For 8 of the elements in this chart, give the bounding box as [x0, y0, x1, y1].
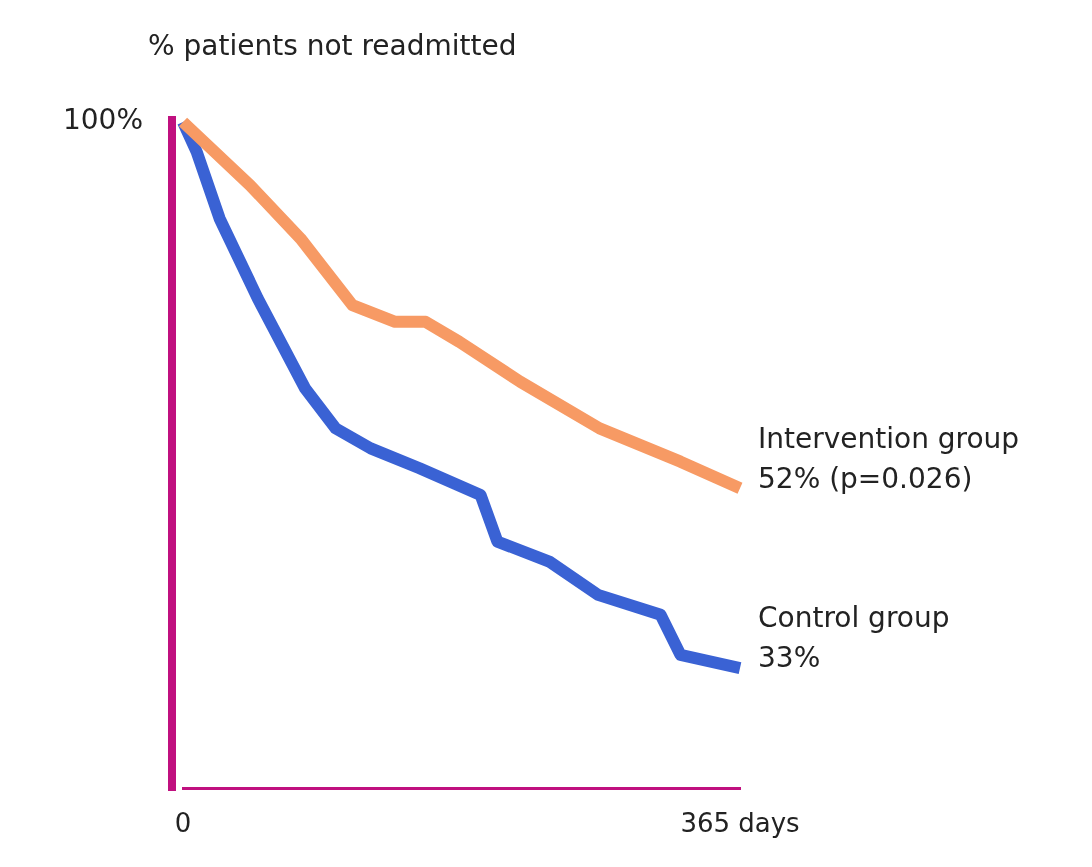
- annotation: 52% (p=0.026): [758, 461, 973, 495]
- x-tick-label: 365 days: [680, 808, 800, 839]
- text: 100%: [62, 103, 143, 137]
- series-label: Control group: [758, 601, 950, 635]
- annotation: 33%: [758, 641, 821, 675]
- x-tick-label: 0: [174, 808, 192, 839]
- y-axis-title: % patients not readmitted: [148, 29, 517, 63]
- series-label: Intervention group: [758, 421, 1020, 455]
